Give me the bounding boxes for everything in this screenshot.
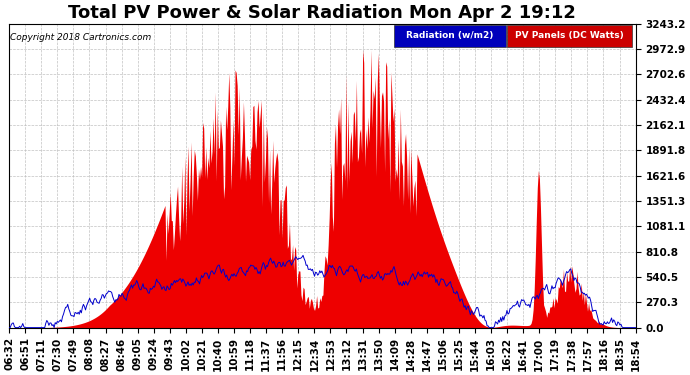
Text: PV Panels (DC Watts): PV Panels (DC Watts)	[515, 31, 624, 40]
Text: Radiation (w/m2): Radiation (w/m2)	[406, 31, 494, 40]
Text: Copyright 2018 Cartronics.com: Copyright 2018 Cartronics.com	[10, 33, 152, 42]
FancyBboxPatch shape	[507, 25, 633, 46]
FancyBboxPatch shape	[395, 25, 506, 46]
Title: Total PV Power & Solar Radiation Mon Apr 2 19:12: Total PV Power & Solar Radiation Mon Apr…	[68, 4, 576, 22]
